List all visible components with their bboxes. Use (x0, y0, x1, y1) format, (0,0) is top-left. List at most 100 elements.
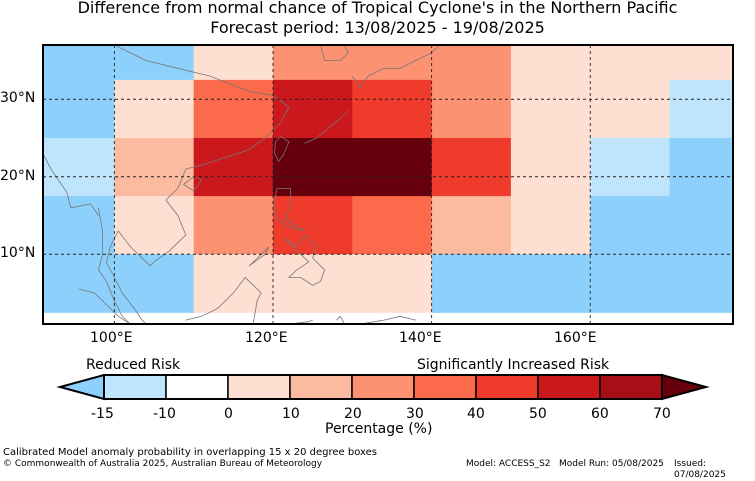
grid-cell (352, 138, 433, 197)
colorbar-bin (351, 374, 415, 400)
grid-cell (510, 79, 591, 139)
grid-cell (273, 196, 353, 255)
grid-cell (43, 138, 115, 197)
map-frame (42, 44, 734, 325)
colorbar-bin (413, 374, 477, 400)
coastline (78, 288, 131, 324)
grid-cell (273, 79, 353, 139)
graticule (43, 45, 733, 324)
grid-cell (43, 196, 115, 255)
lat-tick-20: 20°N (0, 168, 36, 184)
grid-cell (352, 196, 433, 255)
grid-cell (273, 254, 353, 313)
colorbar-xlabel: Percentage (%) (325, 421, 433, 437)
grid-cell (273, 45, 353, 81)
footer-model: Model: ACCESS_S2 (466, 459, 551, 469)
coastline (273, 319, 313, 324)
grid-cell (590, 196, 671, 255)
forecast-period: Forecast period: 13/08/2025 - 19/08/2025 (210, 18, 545, 37)
grid-cell (193, 138, 274, 197)
grid-cell (114, 196, 195, 255)
lon-tick-140: 140°E (399, 330, 442, 346)
grid-cell (669, 138, 733, 197)
chart-title: Difference from normal chance of Tropica… (77, 0, 678, 17)
grid-cell (431, 196, 512, 255)
grid-cell (669, 196, 733, 255)
coastline (183, 176, 203, 192)
lon-tick-120: 120°E (245, 330, 288, 346)
colorbar-bin (599, 374, 663, 400)
colorbar-low-extension (56, 373, 105, 401)
colorbar-bin (475, 374, 539, 400)
grid-cell (114, 138, 195, 197)
lat-tick-10: 10°N (0, 245, 36, 261)
increased-risk-label: Significantly Increased Risk (417, 357, 610, 373)
grid-cell (352, 45, 433, 81)
cbar-tick-0: -15 (91, 406, 114, 422)
cbar-tick-2: 0 (224, 406, 233, 422)
grid-cell (510, 254, 591, 313)
colorbar-bin (227, 374, 291, 400)
coastline (105, 45, 290, 324)
grid-cell (43, 79, 115, 139)
grid-cell (352, 254, 433, 313)
grid-cell (193, 254, 274, 313)
colorbar-bin (537, 374, 601, 400)
grid-cell (590, 254, 671, 313)
coastline (43, 153, 99, 216)
grid-cell (669, 254, 733, 313)
grid-cell (114, 254, 195, 313)
colorbar (56, 373, 710, 401)
colorbar-bin (289, 374, 353, 400)
grid-cell (669, 45, 733, 81)
lon-tick-100: 100°E (90, 330, 133, 346)
footer-issued: Issued: 07/08/2025 (674, 459, 726, 480)
grid-cell (431, 254, 512, 313)
coastline (351, 45, 440, 89)
footer-copyright: © Commonwealth of Australia 2025, Austra… (3, 459, 323, 469)
colorbar-frame (103, 374, 663, 400)
grid-cell (114, 79, 195, 139)
reduced-risk-label: Reduced Risk (86, 357, 181, 373)
coastline (336, 315, 416, 324)
grid-cell (510, 196, 591, 255)
cbar-tick-5: 30 (406, 406, 424, 422)
grid-cell (431, 79, 512, 139)
grid-cell (273, 138, 353, 197)
grid-cell (510, 45, 591, 81)
cbar-tick-8: 60 (591, 406, 609, 422)
anomaly-grid (43, 45, 733, 313)
cbar-tick-1: -10 (153, 406, 176, 422)
grid-cell (590, 79, 671, 139)
cbar-tick-7: 50 (529, 406, 547, 422)
coastline (284, 234, 326, 286)
cbar-tick-9: 70 (653, 406, 671, 422)
cbar-tick-4: 20 (344, 406, 362, 422)
coastlines (43, 45, 440, 324)
grid-cell (510, 138, 591, 197)
footer-description: Calibrated Model anomaly probability in … (3, 447, 378, 458)
map-canvas (42, 44, 734, 401)
grid-cell (431, 138, 512, 197)
grid-cell (590, 138, 671, 197)
grid-cell (590, 45, 671, 81)
coastline (320, 45, 349, 61)
cbar-tick-6: 40 (467, 406, 485, 422)
colorbar-bin (165, 374, 229, 400)
grid-cell (669, 79, 733, 139)
coastline (185, 276, 262, 324)
coastline (98, 207, 131, 324)
coastline (274, 136, 290, 163)
grid-cell (352, 79, 433, 139)
grid-cell (43, 254, 115, 313)
lat-tick-30: 30°N (0, 90, 36, 106)
colorbar-high-extension (661, 373, 710, 401)
grid-cell (193, 79, 274, 139)
grid-cell (193, 196, 274, 255)
grid-cell (43, 45, 115, 81)
coastline (272, 187, 305, 232)
colorbar-bin (103, 374, 167, 400)
coastline (304, 110, 349, 144)
footer-model-run: Model Run: 05/08/2025 (559, 459, 664, 469)
cbar-tick-3: 10 (282, 406, 300, 422)
